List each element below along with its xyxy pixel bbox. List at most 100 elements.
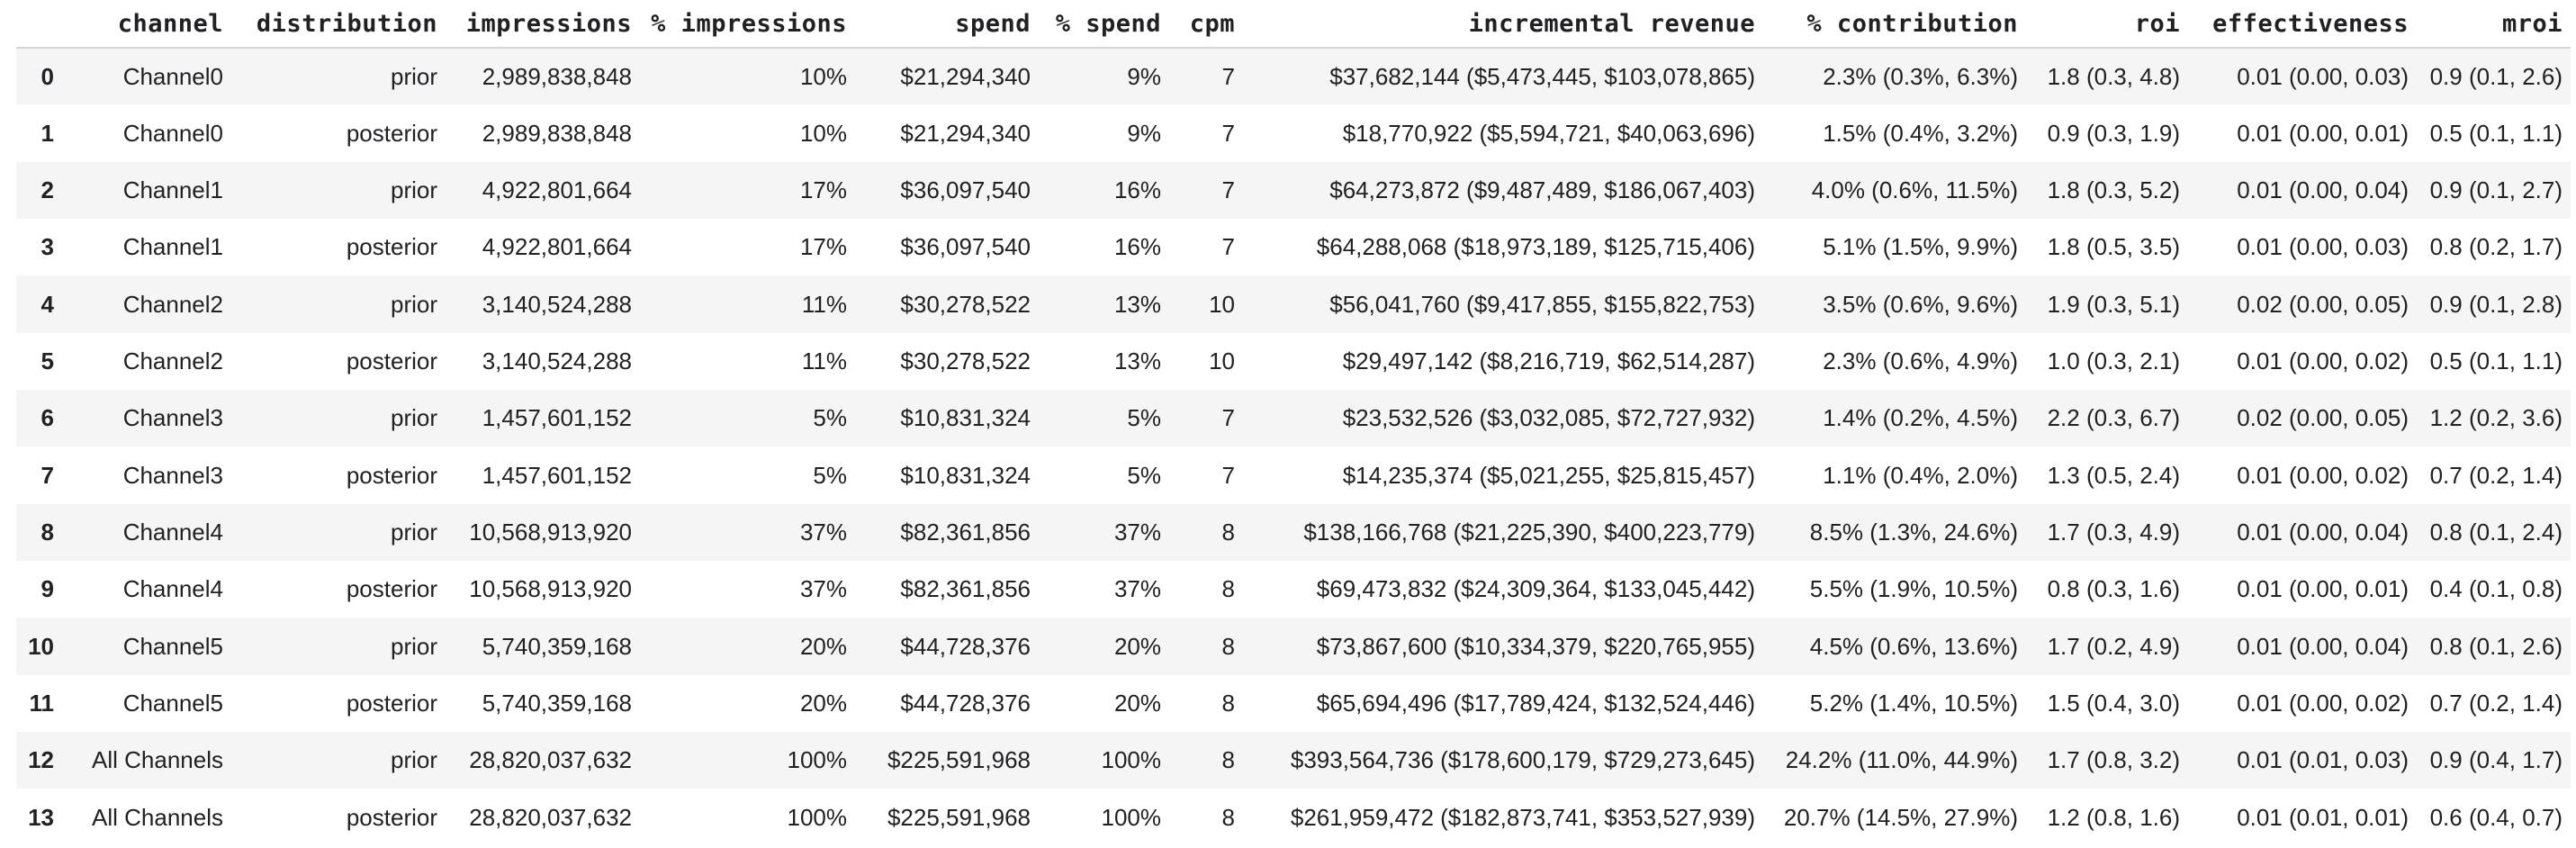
cell-distribution: posterior: [346, 461, 437, 489]
cell-incremental-revenue: $393,564,736 ($178,600,179, $729,273,645…: [1290, 746, 1755, 774]
cell-pct-impressions: 5%: [813, 461, 847, 489]
cell-incremental-revenue: $64,273,872 ($9,487,489, $186,067,403): [1329, 176, 1755, 203]
cell-cpm: 10: [1209, 290, 1235, 318]
cell-distribution: prior: [390, 632, 437, 660]
cell-distribution: prior: [390, 404, 437, 432]
cell-spend: $36,097,540: [900, 233, 1031, 261]
column-header-cpm: cpm: [1169, 0, 1243, 49]
cell-spend: $21,294,340: [900, 119, 1031, 147]
cell-pct-contribution: 3.5% (0.6%, 9.6%): [1823, 290, 2018, 318]
cell-spend: $21,294,340: [900, 62, 1031, 90]
row-index: 5: [41, 347, 54, 374]
cell-pct-impressions: 20%: [799, 689, 847, 717]
column-header-roi: roi: [2026, 0, 2188, 49]
cell-pct-impressions: 11%: [801, 290, 847, 318]
cell-spend: $44,728,376: [900, 689, 1031, 717]
cell-pct-impressions: 5%: [813, 404, 847, 432]
table-row: 10 Channel5 prior 5,740,359,168 20% $44,728,3…: [16, 618, 2571, 675]
cell-impressions: 28,820,037,632: [469, 803, 632, 831]
row-index: 7: [41, 461, 54, 489]
cell-pct-spend: 37%: [1113, 575, 1161, 603]
cell-pct-impressions: 100%: [787, 803, 848, 831]
cell-effectiveness: 0.01 (0.01, 0.03): [2237, 746, 2409, 774]
cell-pct-spend: 37%: [1113, 518, 1161, 546]
cell-pct-spend: 16%: [1113, 233, 1161, 261]
cell-cpm: 8: [1221, 518, 1235, 546]
cell-spend: $82,361,856: [900, 518, 1031, 546]
cell-distribution: prior: [390, 62, 437, 90]
cell-roi: 1.8 (0.3, 4.8): [2047, 62, 2180, 90]
cell-distribution: posterior: [346, 119, 437, 147]
cell-incremental-revenue: $64,288,068 ($18,973,189, $125,715,406): [1316, 233, 1755, 261]
cell-impressions: 2,989,838,848: [482, 119, 632, 147]
cell-distribution: posterior: [346, 347, 437, 374]
column-header-mroi: mroi: [2417, 0, 2571, 49]
cell-mroi: 0.4 (0.1, 0.8): [2429, 575, 2562, 603]
cell-effectiveness: 0.01 (0.00, 0.02): [2237, 347, 2409, 374]
column-header-channel: channel: [62, 0, 231, 49]
column-header-pct-impressions: % impressions: [640, 0, 855, 49]
cell-effectiveness: 0.02 (0.00, 0.05): [2237, 290, 2409, 318]
cell-spend: $30,278,522: [900, 290, 1031, 318]
table-row: 2 Channel1 prior 4,922,801,664 17% $36,097,54…: [16, 161, 2571, 220]
cell-mroi: 0.9 (0.1, 2.6): [2429, 62, 2562, 90]
row-index: 10: [28, 632, 54, 660]
cell-effectiveness: 0.01 (0.00, 0.02): [2237, 689, 2409, 717]
cell-effectiveness: 0.01 (0.00, 0.04): [2237, 518, 2409, 546]
cell-cpm: 7: [1221, 404, 1235, 432]
cell-distribution: posterior: [346, 233, 437, 261]
cell-pct-spend: 16%: [1113, 176, 1161, 203]
cell-distribution: prior: [390, 176, 437, 203]
cell-channel: Channel1: [122, 233, 223, 261]
cell-pct-impressions: 37%: [799, 518, 847, 546]
cell-incremental-revenue: $65,694,496 ($17,789,424, $132,524,446): [1316, 689, 1755, 717]
cell-pct-spend: 13%: [1113, 347, 1161, 374]
cell-pct-spend: 9%: [1127, 62, 1161, 90]
cell-channel: All Channels: [92, 746, 223, 774]
cell-pct-impressions: 17%: [799, 176, 847, 203]
cell-roi: 1.0 (0.3, 2.1): [2047, 347, 2180, 374]
cell-incremental-revenue: $56,041,760 ($9,417,855, $155,822,753): [1329, 290, 1755, 318]
cell-incremental-revenue: $69,473,832 ($24,309,364, $133,045,442): [1316, 575, 1755, 603]
cell-pct-impressions: 20%: [799, 632, 847, 660]
cell-pct-contribution: 5.2% (1.4%, 10.5%): [1809, 689, 2018, 717]
cell-channel: Channel1: [122, 176, 223, 203]
cell-mroi: 0.5 (0.1, 1.1): [2429, 347, 2562, 374]
column-header-effectiveness: effectiveness: [2188, 0, 2417, 49]
row-index: 0: [41, 62, 54, 90]
cell-distribution: prior: [390, 518, 437, 546]
cell-mroi: 0.9 (0.4, 1.7): [2429, 746, 2562, 774]
cell-impressions: 1,457,601,152: [482, 461, 632, 489]
cell-spend: $30,278,522: [900, 347, 1031, 374]
cell-cpm: 7: [1221, 62, 1235, 90]
cell-spend: $44,728,376: [900, 632, 1031, 660]
table-row: 4 Channel2 prior 3,140,524,288 11% $30,278,52…: [16, 275, 2571, 333]
column-header-pct-spend: % spend: [1039, 0, 1169, 49]
cell-incremental-revenue: $73,867,600 ($10,334,379, $220,765,955): [1316, 632, 1755, 660]
cell-channel: Channel2: [122, 347, 223, 374]
cell-pct-contribution: 4.0% (0.6%, 11.5%): [1811, 176, 2018, 203]
table-row: 0 Channel0 prior 2,989,838,848 10% $21,294,34…: [16, 48, 2571, 105]
column-header-distribution: distribution: [231, 0, 446, 49]
cell-distribution: posterior: [346, 803, 437, 831]
row-index: 8: [41, 518, 54, 546]
table-row: 1 Channel0 posterior 2,989,838,848 10% $21,29…: [16, 104, 2571, 162]
cell-incremental-revenue: $138,166,768 ($21,225,390, $400,223,779): [1303, 518, 1755, 546]
cell-roi: 1.9 (0.3, 5.1): [2047, 290, 2180, 318]
cell-incremental-revenue: $14,235,374 ($5,021,255, $25,815,457): [1342, 461, 1755, 489]
cell-pct-contribution: 8.5% (1.3%, 24.6%): [1809, 518, 2018, 546]
cell-channel: Channel3: [122, 461, 223, 489]
column-header-incremental-revenue: incremental revenue: [1243, 0, 1763, 49]
cell-impressions: 1,457,601,152: [482, 404, 632, 432]
cell-distribution: posterior: [346, 689, 437, 717]
cell-channel: Channel5: [122, 632, 223, 660]
cell-mroi: 0.7 (0.2, 1.4): [2429, 689, 2562, 717]
cell-impressions: 5,740,359,168: [482, 632, 632, 660]
cell-pct-impressions: 11%: [801, 347, 847, 374]
cell-pct-impressions: 100%: [787, 746, 848, 774]
cell-cpm: 10: [1209, 347, 1235, 374]
cell-incremental-revenue: $23,532,526 ($3,032,085, $72,727,932): [1342, 404, 1755, 432]
cell-pct-impressions: 10%: [799, 119, 847, 147]
cell-distribution: prior: [390, 746, 437, 774]
cell-impressions: 3,140,524,288: [482, 290, 632, 318]
